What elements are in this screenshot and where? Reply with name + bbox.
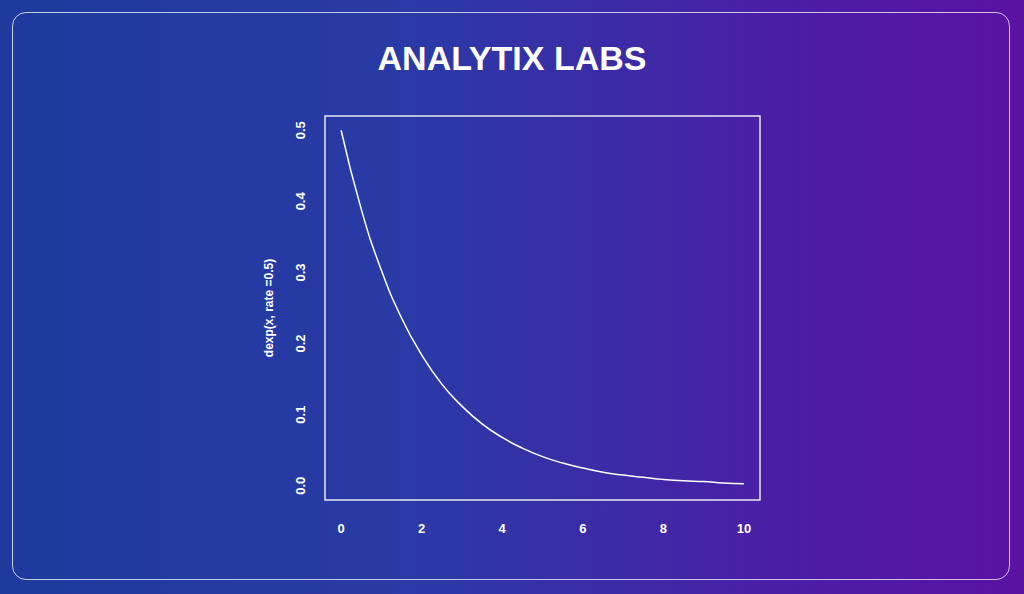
- svg-text:0.4: 0.4: [293, 192, 308, 211]
- svg-text:0.2: 0.2: [293, 335, 308, 353]
- svg-text:ANALYTIX LABS: ANALYTIX LABS: [378, 39, 647, 77]
- svg-text:0.1: 0.1: [293, 406, 308, 424]
- svg-text:0.3: 0.3: [293, 263, 308, 281]
- svg-text:2: 2: [418, 521, 425, 536]
- svg-text:0.0: 0.0: [293, 477, 308, 495]
- svg-text:8: 8: [660, 521, 667, 536]
- svg-text:4: 4: [499, 521, 507, 536]
- svg-text:10: 10: [737, 521, 751, 536]
- svg-text:6: 6: [579, 521, 586, 536]
- svg-text:0: 0: [337, 521, 344, 536]
- svg-text:dexp(x, rate =0.5): dexp(x, rate =0.5): [262, 259, 276, 357]
- svg-text:0.5: 0.5: [293, 121, 308, 139]
